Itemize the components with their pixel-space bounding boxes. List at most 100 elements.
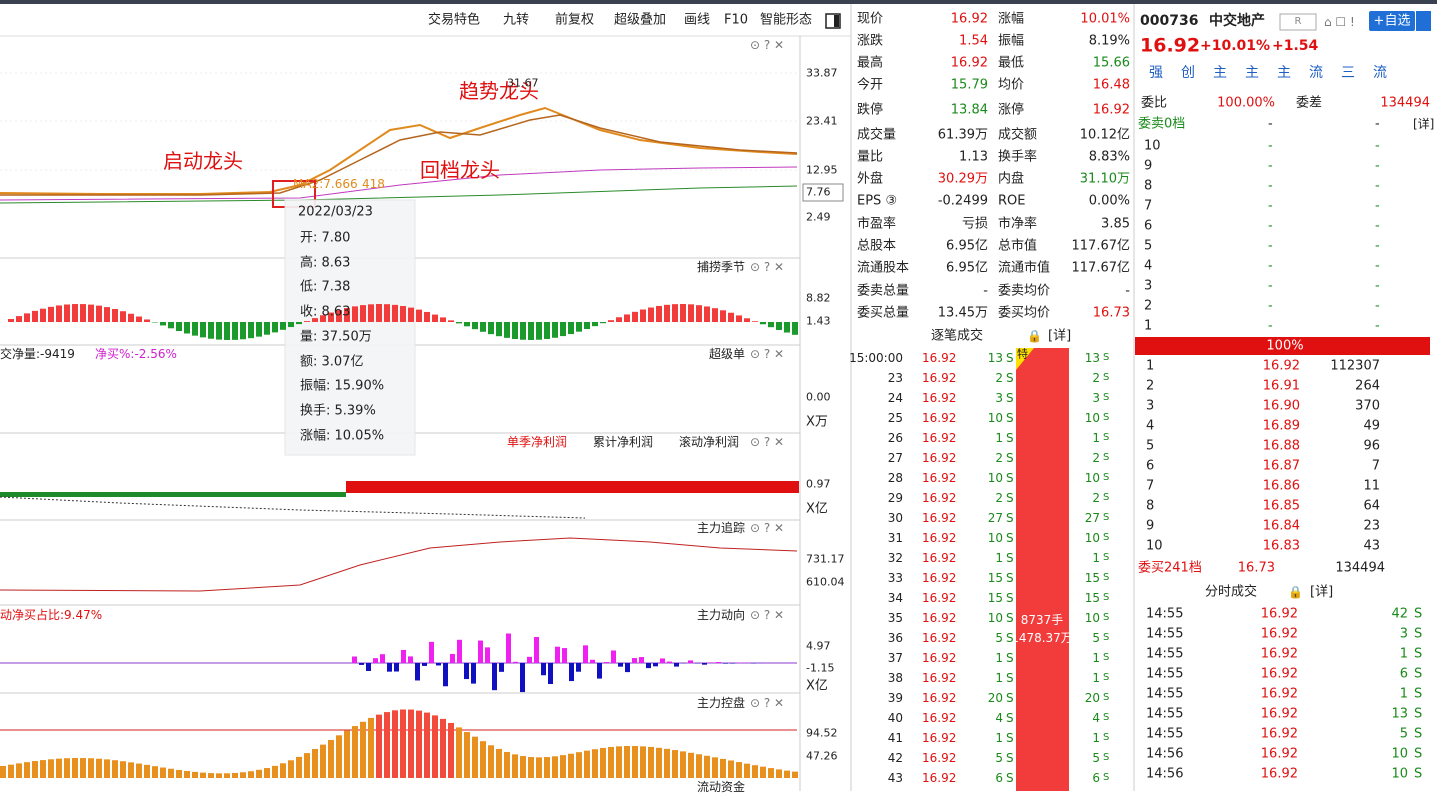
tick-volume: 15 (1085, 592, 1100, 604)
quote-value: -0.2499 (938, 195, 988, 208)
label: 2 (1146, 380, 1154, 393)
tooltip-line: 换手: 5.39% (300, 404, 376, 417)
bar (672, 750, 678, 778)
label: 8 (1144, 180, 1152, 193)
label: 流动资金 (697, 781, 745, 793)
quote-value: 亏损 (962, 218, 988, 231)
label: 2 (1144, 300, 1152, 313)
toolbar-item[interactable]: 交易特色 (428, 14, 480, 27)
stock-name: 中交地产 (1209, 14, 1265, 28)
bar (792, 322, 798, 335)
label: 3 (1144, 280, 1152, 293)
bar (709, 662, 714, 663)
bar (296, 322, 302, 324)
tooltip-line: 涨幅: 10.05% (300, 429, 384, 442)
tag[interactable]: 主 (1213, 66, 1227, 80)
toolbar-item[interactable]: 智能形态 (760, 14, 812, 27)
bar (304, 321, 310, 322)
tick-time: 31 (888, 532, 903, 544)
toolbar-item[interactable]: 超级叠加 (614, 14, 666, 27)
tick-volume: 10 (988, 532, 1003, 544)
tag[interactable]: 强 (1149, 66, 1163, 80)
label: 0.00 (806, 392, 831, 403)
bar (784, 771, 790, 778)
tag[interactable]: 三 (1341, 66, 1355, 80)
quote-label: 外盘 (857, 173, 883, 186)
label: X亿 (806, 680, 828, 693)
tag[interactable]: 主 (1245, 66, 1259, 80)
bar (8, 319, 14, 322)
bar (744, 318, 750, 322)
detail-link[interactable]: [详] (1310, 586, 1333, 599)
quote-value: 6.95亿 (946, 262, 988, 275)
label: - (1268, 260, 1273, 273)
bar (176, 770, 182, 778)
bar (104, 307, 110, 322)
add-button[interactable]: +自选 (1374, 15, 1411, 28)
bar (712, 308, 718, 322)
tick-time: 36 (888, 632, 903, 644)
bar (704, 306, 710, 322)
tooltip-line: 额: 3.07亿 (300, 355, 363, 368)
quote-label: 总股本 (857, 240, 896, 253)
quote-label: 换手率 (998, 151, 1037, 164)
tick-volume: 10 (1085, 472, 1100, 484)
bar (368, 304, 374, 322)
label: 5 (1146, 440, 1154, 453)
label: S (1414, 628, 1422, 641)
quote-value: 8.19% (1089, 35, 1130, 48)
bar (8, 765, 14, 778)
bar (56, 305, 62, 322)
label: 14:56 (1146, 748, 1183, 761)
bar (660, 658, 665, 663)
tick-side: S (1006, 452, 1014, 464)
label: 3 (1400, 628, 1408, 641)
toolbar-item[interactable]: 前复权 (555, 14, 594, 27)
tick-side: S (1006, 412, 1014, 424)
tick-side: S (1103, 373, 1109, 383)
tag[interactable]: 创 (1181, 66, 1195, 80)
quote-value: 16.92 (951, 13, 988, 26)
tick-time: 15:00:00 (849, 352, 903, 364)
detail-link[interactable]: [详] (1048, 330, 1071, 343)
label: 10 (1391, 748, 1408, 761)
tag[interactable]: 主 (1277, 66, 1291, 80)
label: - (1375, 200, 1380, 213)
label: 14:55 (1146, 668, 1183, 681)
label: 16.92 (1261, 608, 1298, 621)
bar (88, 758, 94, 778)
tick-volume: 15 (1085, 572, 1100, 584)
bar (485, 647, 490, 663)
bar (488, 745, 494, 778)
tag[interactable]: 流 (1373, 66, 1387, 80)
panel-title: 超级单 (709, 348, 745, 360)
bar (680, 304, 686, 322)
tick-time: 30 (888, 512, 903, 524)
bar (112, 309, 118, 322)
tick-volume: 10 (988, 472, 1003, 484)
ratio: 100% (1266, 340, 1303, 353)
label: 47.26 (806, 751, 838, 762)
bar (168, 769, 174, 778)
tag[interactable]: 流 (1309, 66, 1323, 80)
tab[interactable]: 单季净利润 (507, 436, 567, 448)
label: 6 (1144, 220, 1152, 233)
tick-side: S (1103, 733, 1109, 743)
quote-value: 30.29万 (938, 173, 988, 186)
label: 8737手 (1021, 614, 1064, 626)
label: - (1375, 160, 1380, 173)
bar (744, 764, 750, 778)
panel-title: 主力追踪 (697, 522, 745, 534)
toolbar-item[interactable]: 九转 (503, 14, 529, 27)
label: 委差 (1296, 97, 1322, 110)
detail-link[interactable]: [详] (1413, 118, 1434, 130)
toolbar-item[interactable]: 画线 (684, 14, 710, 27)
bar (432, 715, 438, 778)
tab[interactable]: 滚动净利润 (679, 436, 739, 448)
tab[interactable]: 累计净利润 (593, 436, 653, 448)
panel-title: 主力控盘 (697, 697, 745, 709)
tick-volume: 27 (1085, 512, 1100, 524)
tick-side: S (1103, 653, 1109, 663)
toolbar-item[interactable]: F10 (724, 14, 748, 27)
bar (520, 756, 526, 778)
